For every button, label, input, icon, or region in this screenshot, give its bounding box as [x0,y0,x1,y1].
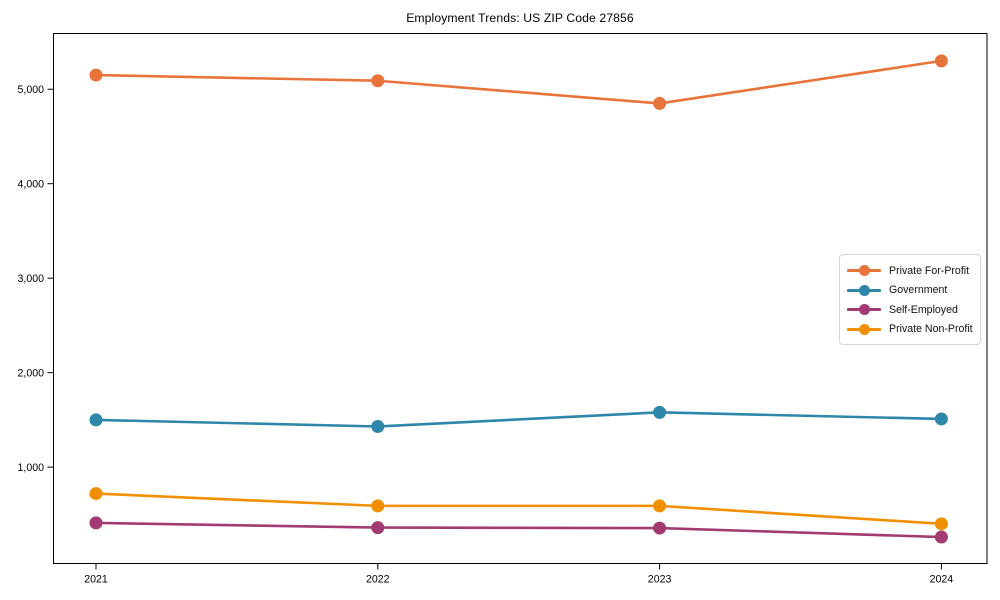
data-point-private-for-profit-2023 [653,96,667,110]
plot-border [53,33,988,564]
data-point-self-employed-2024 [934,530,948,544]
legend-label: Private For-Profit [889,264,970,277]
legend-item-private-non-profit: Private Non-Profit [847,320,973,340]
legend-marker-self-employed-icon [847,303,881,316]
legend: Private For-Profit Government Self-Employe… [839,254,981,345]
data-point-private-non-profit-2022 [371,499,385,513]
data-point-government-2024 [934,412,948,426]
y-tick-label: 1,000 [17,462,44,474]
y-tick-label: 3,000 [17,273,44,285]
data-point-private-non-profit-2023 [653,499,667,513]
legend-label: Government [889,284,948,297]
series-line-self-employed [94,521,943,539]
data-point-private-for-profit-2022 [371,74,385,88]
x-tick-label: 2024 [930,574,954,586]
legend-item-private-for-profit: Private For-Profit [847,261,972,281]
legend-item-government: Government [847,281,972,301]
chart-title: Employment Trends: US ZIP Code 27856 [406,11,634,25]
data-point-private-for-profit-2024 [934,54,948,68]
legend-label: Private Non-Profit [889,323,973,336]
data-point-self-employed-2023 [653,521,667,535]
series-line-private-non-profit [94,492,943,526]
data-point-government-2021 [89,413,103,427]
data-point-government-2022 [371,420,385,434]
x-tick-label: 2023 [648,574,672,586]
series-line-private-for-profit [94,59,943,105]
series-line-government [94,411,943,428]
data-point-private-for-profit-2021 [89,68,103,82]
y-tick-label: 5,000 [17,84,44,96]
data-point-self-employed-2021 [89,516,103,530]
legend-label: Self-Employed [889,303,958,316]
data-point-government-2023 [653,405,667,419]
legend-marker-private-for-profit-icon [847,264,881,277]
x-tick-label: 2022 [366,574,390,586]
legend-marker-government-icon [847,284,881,297]
x-tick-label: 2021 [84,574,108,586]
data-point-self-employed-2022 [371,521,385,535]
y-tick-label: 4,000 [17,178,44,190]
data-point-private-non-profit-2024 [934,517,948,531]
legend-marker-private-non-profit-icon [847,323,881,336]
legend-item-self-employed: Self-Employed [847,300,972,320]
data-point-private-non-profit-2021 [89,487,103,501]
y-tick-label: 2,000 [17,367,44,379]
